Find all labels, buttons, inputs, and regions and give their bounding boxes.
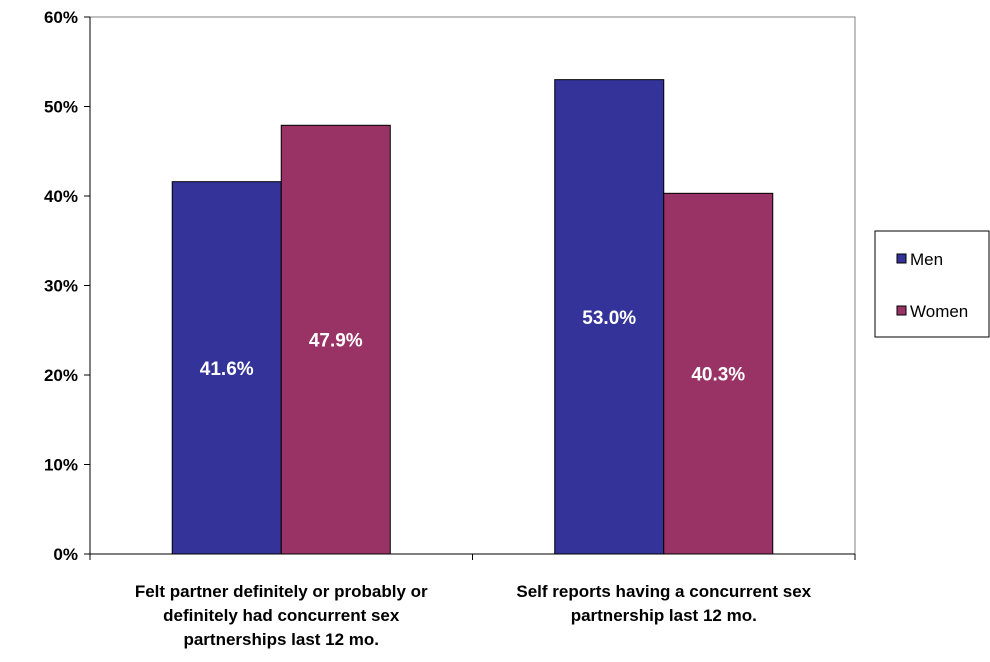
bar-men-0 bbox=[171, 181, 282, 555]
x-category-label: Self reports having a concurrent sex bbox=[516, 582, 811, 601]
y-tick-label: 40% bbox=[44, 187, 78, 206]
data-label-men-0: 41.6% bbox=[200, 359, 254, 380]
y-tick-label: 0% bbox=[53, 545, 78, 564]
y-tick-label: 50% bbox=[44, 98, 78, 117]
data-labels: 41.6% 47.9% 53.0% 40.3% bbox=[200, 308, 745, 386]
bar-women-0 bbox=[280, 124, 391, 555]
legend-label-women: Women bbox=[910, 302, 968, 321]
legend-swatch-men bbox=[896, 253, 907, 264]
axes: 0% 10% 20% 30% 40% 50% 60% Felt partner definit… bbox=[44, 8, 856, 649]
legend: Men Women bbox=[874, 230, 990, 338]
legend-label-men: Men bbox=[910, 250, 943, 269]
y-tick-label: 20% bbox=[44, 366, 78, 385]
legend-swatch-women bbox=[896, 305, 907, 316]
data-label-women-1: 40.3% bbox=[691, 365, 745, 386]
bar-women-1 bbox=[663, 192, 774, 555]
bars bbox=[171, 79, 774, 555]
y-tick-label: 30% bbox=[44, 277, 78, 296]
data-label-women-0: 47.9% bbox=[309, 331, 363, 352]
x-category-label: Felt partner definitely or probably or bbox=[135, 582, 428, 601]
x-category-label: partnership last 12 mo. bbox=[571, 606, 757, 625]
bar-men-1 bbox=[554, 79, 665, 555]
y-tick-label: 60% bbox=[44, 8, 78, 27]
legend-box bbox=[874, 230, 990, 338]
x-category-label: definitely had concurrent sex bbox=[163, 606, 400, 625]
x-category-label: partnerships last 12 mo. bbox=[183, 630, 379, 649]
data-label-men-1: 53.0% bbox=[582, 308, 636, 329]
y-tick-label: 10% bbox=[44, 456, 78, 475]
